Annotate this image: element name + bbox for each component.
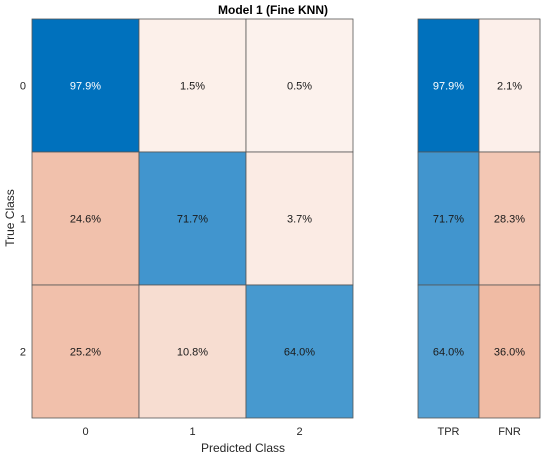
summary-cell-r0-c1	[478, 18, 541, 153]
confusion-matrix-grid: 97.9% 1.5% 0.5% 24.6% 71.7% 3.7% 25.2% 10.8% 64.…	[31, 18, 354, 419]
cell-label-r1-c1: 71.7%	[177, 214, 208, 226]
axis-ticks: 0 1 2 0 1 2 TPR FNR	[20, 81, 521, 439]
summary-cell-r1-c1	[478, 151, 541, 286]
cell-label-r0-c1: 1.5%	[180, 81, 205, 93]
summary-cell-r2-c0	[417, 284, 480, 419]
summary-cell-r2-c1	[478, 284, 541, 419]
cell-r1-c0	[31, 151, 140, 286]
cell-r1-c2	[245, 151, 354, 286]
chart-title: Model 1 (Fine KNN)	[218, 3, 328, 17]
cell-r2-c2	[245, 284, 354, 419]
cell-r2-c0	[31, 284, 140, 419]
y-axis-label: True Class	[3, 189, 17, 247]
summary-cell-r1-c0	[417, 151, 480, 286]
summary-cell-label-r1-c0: 71.7%	[433, 214, 464, 226]
summary-cell-label-r0-c1: 2.1%	[497, 81, 522, 93]
y-tick-1: 1	[20, 214, 26, 226]
summary-cell-label-r1-c1: 28.3%	[494, 214, 525, 226]
cell-label-r0-c2: 0.5%	[287, 81, 312, 93]
cell-r0-c2	[245, 18, 354, 153]
cell-r2-c1	[138, 284, 247, 419]
y-tick-0: 0	[20, 81, 26, 93]
x-tick-2: 2	[296, 426, 302, 438]
cell-label-r1-c2: 3.7%	[287, 214, 312, 226]
summary-cell-label-r2-c0: 64.0%	[433, 347, 464, 359]
x-tick-0: 0	[82, 426, 88, 438]
cell-label-r2-c0: 25.2%	[70, 347, 101, 359]
x-axis-label: Predicted Class	[201, 441, 285, 455]
cell-label-r2-c1: 10.8%	[177, 347, 208, 359]
cell-r1-c1	[138, 151, 247, 286]
summary-cell-r0-c0	[417, 18, 480, 153]
summary-x-tick-fnr: FNR	[498, 426, 521, 438]
summary-cell-label-r2-c1: 36.0%	[494, 347, 525, 359]
cell-label-r0-c0: 97.9%	[70, 81, 101, 93]
tpr-fnr-summary-grid: 97.9% 2.1% 71.7% 28.3% 64.0% 36.0%	[417, 18, 541, 419]
summary-x-tick-tpr: TPR	[438, 426, 460, 438]
x-tick-1: 1	[189, 426, 195, 438]
cell-label-r1-c0: 24.6%	[70, 214, 101, 226]
summary-cell-label-r0-c0: 97.9%	[433, 81, 464, 93]
cell-r0-c0	[31, 18, 140, 153]
cell-label-r2-c2: 64.0%	[284, 347, 315, 359]
cell-r0-c1	[138, 18, 247, 153]
y-tick-2: 2	[20, 347, 26, 359]
